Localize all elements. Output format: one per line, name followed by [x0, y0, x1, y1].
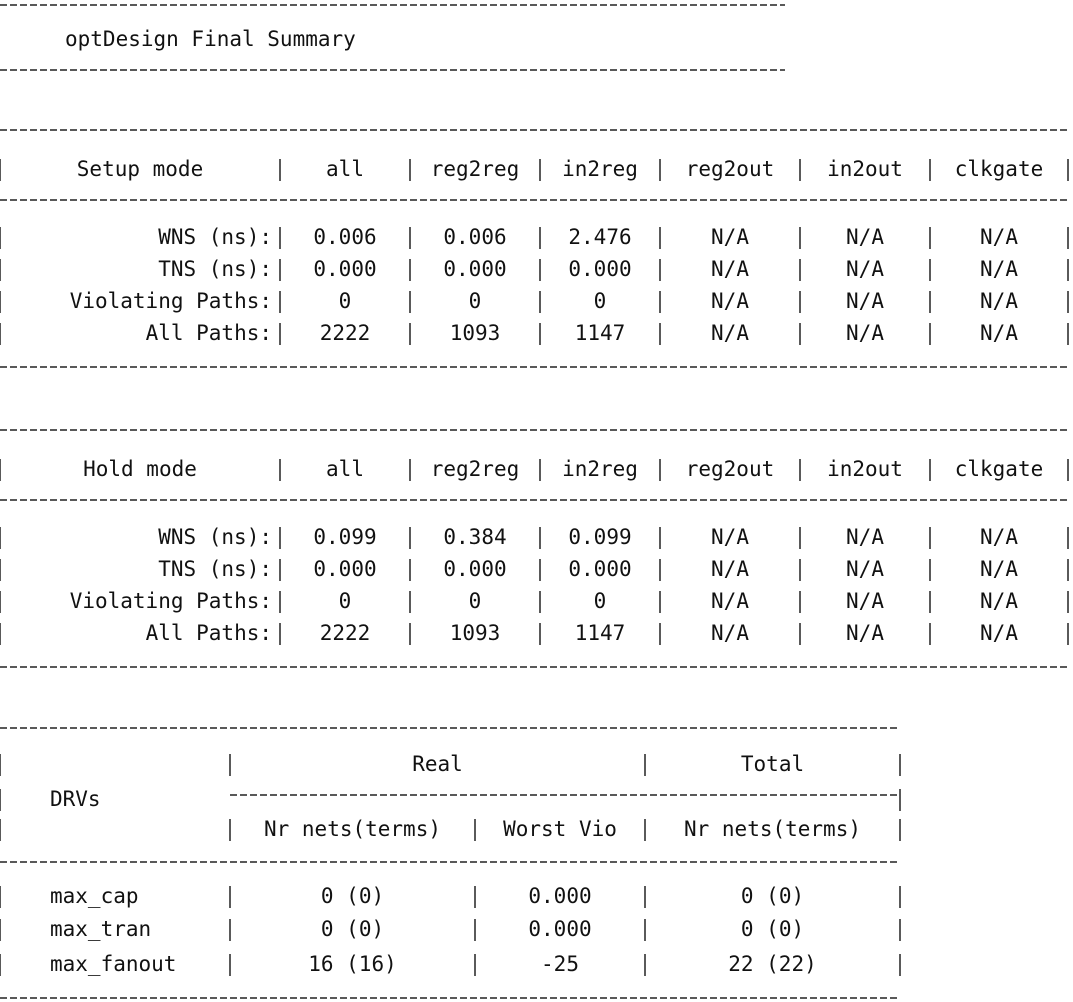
- cell: 16 (16): [308, 952, 397, 976]
- cell: 0.384: [443, 525, 506, 549]
- cell: N/A: [846, 257, 884, 281]
- column-header: in2reg: [562, 457, 638, 481]
- cell: N/A: [846, 621, 884, 645]
- cell: 0: [594, 589, 607, 613]
- row-label: WNS (ns):: [158, 225, 272, 249]
- cell: N/A: [711, 289, 749, 313]
- cell: 0: [469, 289, 482, 313]
- cell: 1093: [450, 321, 501, 345]
- group-header: Total: [741, 752, 804, 776]
- column-header: clkgate: [955, 157, 1044, 181]
- column-header: Worst Vio: [503, 817, 617, 841]
- cell: N/A: [980, 289, 1018, 313]
- column-header: Hold mode: [83, 457, 197, 481]
- cell: 2222: [320, 621, 371, 645]
- cell: N/A: [846, 225, 884, 249]
- row-label: max_tran: [50, 917, 151, 941]
- cell: 0.006: [443, 225, 506, 249]
- cell: 0.099: [313, 525, 376, 549]
- cell: N/A: [846, 589, 884, 613]
- cell: 0: [339, 289, 352, 313]
- column-header: clkgate: [955, 457, 1044, 481]
- cell: 0.099: [568, 525, 631, 549]
- column-header: reg2reg: [431, 157, 520, 181]
- row-label: TNS (ns):: [158, 557, 272, 581]
- cell: 0.000: [313, 257, 376, 281]
- cell: N/A: [980, 321, 1018, 345]
- column-header: all: [326, 457, 364, 481]
- cell: 1147: [575, 321, 626, 345]
- cell: 2222: [320, 321, 371, 345]
- cell: 0.000: [443, 557, 506, 581]
- column-header: in2reg: [562, 157, 638, 181]
- cell: 1147: [575, 621, 626, 645]
- cell: N/A: [846, 525, 884, 549]
- cell: 0: [339, 589, 352, 613]
- cell: 0.000: [528, 884, 591, 908]
- column-header: reg2reg: [431, 457, 520, 481]
- column-header: Setup mode: [77, 157, 203, 181]
- cell: N/A: [846, 557, 884, 581]
- cell: -25: [541, 952, 579, 976]
- cell: 0 (0): [741, 917, 804, 941]
- cell: N/A: [846, 321, 884, 345]
- cell: 0.000: [313, 557, 376, 581]
- row-label: TNS (ns):: [158, 257, 272, 281]
- cell: N/A: [711, 321, 749, 345]
- column-header: Nr nets(terms): [684, 817, 861, 841]
- row-label: All Paths:: [146, 621, 272, 645]
- row-label: WNS (ns):: [158, 525, 272, 549]
- cell: 0.000: [568, 257, 631, 281]
- cell: N/A: [980, 257, 1018, 281]
- cell: N/A: [980, 225, 1018, 249]
- cell: N/A: [711, 225, 749, 249]
- cell: N/A: [711, 257, 749, 281]
- summary-title: optDesign Final Summary: [65, 27, 356, 51]
- column-header: reg2out: [686, 157, 775, 181]
- row-label: Violating Paths:: [70, 589, 272, 613]
- cell: 0: [594, 289, 607, 313]
- cell: 0 (0): [321, 917, 384, 941]
- row-label: Violating Paths:: [70, 289, 272, 313]
- cell: N/A: [846, 289, 884, 313]
- cell: 0.000: [443, 257, 506, 281]
- column-header: DRVs: [50, 787, 101, 811]
- group-header: Real: [412, 752, 463, 776]
- cell: N/A: [980, 621, 1018, 645]
- cell: 0.006: [313, 225, 376, 249]
- cell: 0.000: [528, 917, 591, 941]
- cell: 0 (0): [741, 884, 804, 908]
- column-header: reg2out: [686, 457, 775, 481]
- row-label: All Paths:: [146, 321, 272, 345]
- cell: N/A: [980, 557, 1018, 581]
- column-header: all: [326, 157, 364, 181]
- cell: N/A: [711, 525, 749, 549]
- cell: 22 (22): [728, 952, 817, 976]
- cell: 0 (0): [321, 884, 384, 908]
- cell: N/A: [980, 525, 1018, 549]
- cell: N/A: [711, 557, 749, 581]
- row-label: max_cap: [50, 884, 139, 908]
- cell: 0.000: [568, 557, 631, 581]
- cell: N/A: [711, 621, 749, 645]
- column-header: in2out: [827, 457, 903, 481]
- row-label: max_fanout: [50, 952, 176, 976]
- cell: 2.476: [568, 225, 631, 249]
- column-header: Nr nets(terms): [264, 817, 441, 841]
- cell: 0: [469, 589, 482, 613]
- cell: 1093: [450, 621, 501, 645]
- cell: N/A: [711, 589, 749, 613]
- column-header: in2out: [827, 157, 903, 181]
- cell: N/A: [980, 589, 1018, 613]
